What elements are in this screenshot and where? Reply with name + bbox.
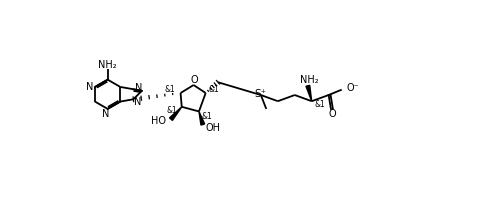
Text: N: N [102,109,110,119]
Text: O⁻: O⁻ [346,83,359,93]
Text: &1: &1 [164,85,175,94]
Polygon shape [170,107,182,120]
Polygon shape [199,111,204,125]
Text: &1: &1 [202,112,212,121]
Text: NH₂: NH₂ [98,60,117,70]
Text: &1: &1 [209,85,220,94]
Text: N: N [86,82,94,92]
Text: HO: HO [150,116,166,126]
Text: O: O [190,75,198,85]
Text: &1: &1 [166,106,177,115]
Polygon shape [306,85,312,101]
Text: &1: &1 [315,100,326,109]
Text: N: N [135,83,142,93]
Text: S⁺: S⁺ [255,89,267,99]
Text: O: O [328,109,336,119]
Text: NH₂: NH₂ [300,76,318,85]
Text: OH: OH [205,123,220,133]
Text: N: N [134,97,141,107]
